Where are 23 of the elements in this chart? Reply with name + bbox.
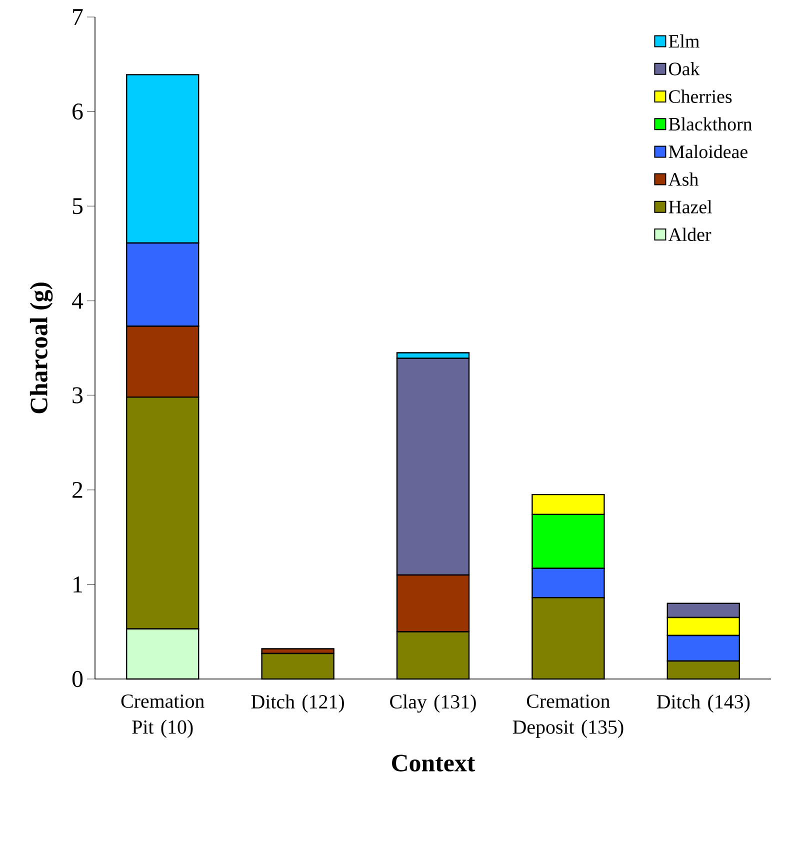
x-axis-title: Context (392, 754, 476, 772)
legend-label: Alder (668, 228, 712, 242)
y-tick-label: 3 (72, 387, 83, 404)
x-tick-label: Ditch (143) (656, 694, 750, 713)
x-tick-label: Ditch (121) (251, 694, 344, 713)
y-tick-label: 6 (72, 104, 83, 120)
y-tick-label: 2 (72, 482, 82, 498)
legend-label: Elm (668, 34, 700, 48)
legend-label: Ash (668, 172, 698, 186)
y-tick-label: 0 (72, 670, 83, 688)
legend-label: Hazel (668, 200, 712, 214)
x-tick-label: Clay (131) (390, 694, 476, 713)
y-axis-title: Charcoal (g) (30, 282, 53, 414)
y-tick-label: 7 (73, 9, 83, 25)
legend-label: Oak (668, 62, 700, 76)
x-tick-label: Cremation Pit (10) (121, 694, 204, 738)
y-tick-label: 1 (74, 576, 82, 592)
y-tick-label: 4 (72, 292, 84, 309)
legend-label: Cherries (668, 90, 732, 103)
y-tick-label: 5 (72, 198, 83, 214)
legend-label: Maloideae (668, 144, 748, 158)
x-tick-label: Cremation Deposit (135) (512, 694, 624, 738)
legend-label: Blackthorn (668, 117, 752, 131)
